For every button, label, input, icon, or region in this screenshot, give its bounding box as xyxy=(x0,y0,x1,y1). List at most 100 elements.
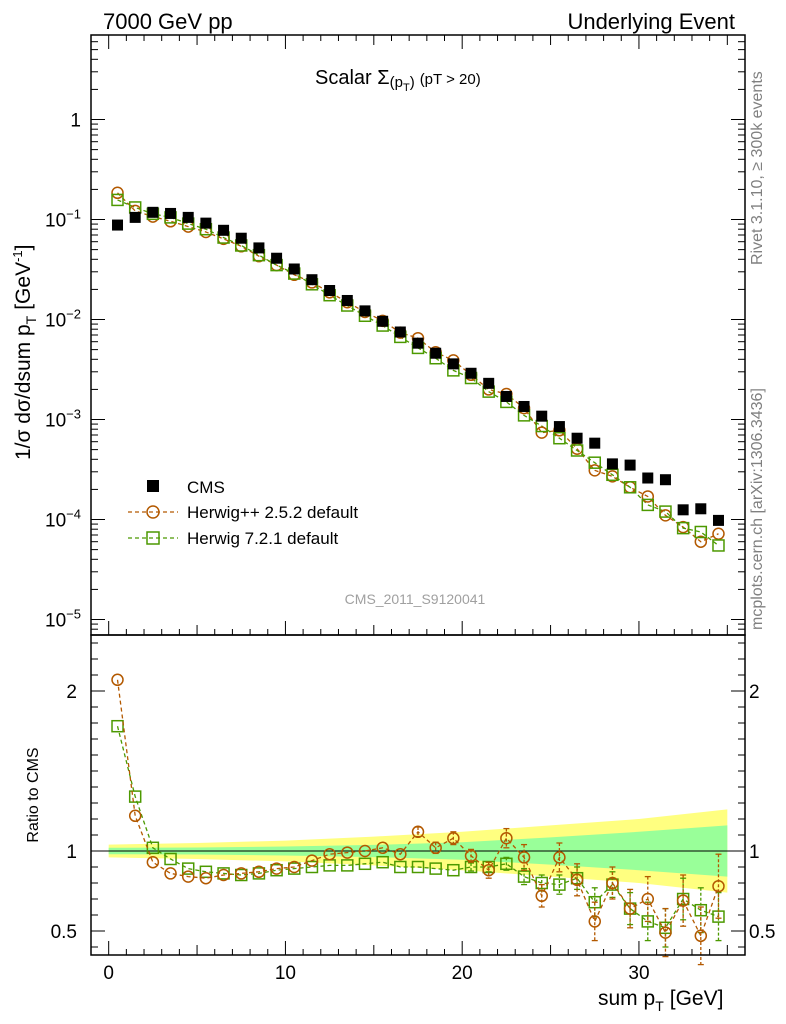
herwigpp-ratio-point xyxy=(641,892,655,906)
herwigpp-ratio-point xyxy=(128,809,142,823)
cms-point xyxy=(695,503,707,515)
main-ytick-label: 10−2 xyxy=(45,307,81,332)
cms-point xyxy=(218,224,230,236)
header-right: Underlying Event xyxy=(567,9,735,34)
herwigpp-ratio-point xyxy=(181,870,195,883)
ratio-xtick-label: 0 xyxy=(103,963,114,984)
cms-point xyxy=(359,305,371,317)
legend-label-cms: CMS xyxy=(187,478,225,497)
ratio-ytick-label-right: 0.5 xyxy=(749,922,775,943)
herwigpp-ratio-point xyxy=(270,862,283,875)
mcplots-label: mcplots.cern.ch [arXiv:1306.3436] xyxy=(749,388,766,630)
rivet-label: Rivet 3.1.10, ≥ 300k events xyxy=(749,71,766,265)
herwigpp-ratio-point xyxy=(411,825,425,839)
herwigpp-ratio-point xyxy=(199,871,213,885)
herwigpp-ratio-point xyxy=(694,929,708,943)
main-ytick-label: 10−3 xyxy=(45,407,81,432)
main-ylabel-close: ] xyxy=(12,245,35,251)
herwigpp-ratio-point xyxy=(659,926,672,939)
main-ylabel-sub: T xyxy=(23,315,39,324)
main-ytick-label: 10−4 xyxy=(45,507,81,532)
herwigpp-ratio-point xyxy=(394,847,407,861)
cms-point xyxy=(271,252,283,264)
main-ylabel: 1/σ dσ/dsum pT [GeV-1] xyxy=(10,245,39,460)
herwigpp-ratio-point xyxy=(252,865,266,879)
cms-point xyxy=(589,437,601,449)
title-main: Scalar Σ xyxy=(315,67,390,89)
main-title: Scalar Σ(pT) (pT > 20) xyxy=(315,67,481,94)
herwigpp-ratio-point xyxy=(676,894,690,907)
cms-point xyxy=(165,207,177,219)
ratio-xlabel: sum pT [GeV] xyxy=(598,987,723,1014)
herwigpp-ratio-point xyxy=(712,879,725,893)
cms-point xyxy=(129,211,141,223)
herwig7-point xyxy=(641,498,655,512)
herwig7-point xyxy=(588,456,602,469)
herwigpp-ratio-point xyxy=(358,844,372,858)
cms-point xyxy=(235,232,247,244)
herwig7-ratio-point xyxy=(517,870,531,883)
herwigpp-ratio-line xyxy=(116,679,720,938)
herwig7-ratio-point xyxy=(305,860,319,874)
herwig7-ratio-point xyxy=(394,860,407,874)
herwig7-ratio-point xyxy=(376,855,389,869)
legend: CMS Herwig++ 2.5.2 default Herwig 7.2.1 … xyxy=(128,478,358,548)
cms-point xyxy=(430,347,442,359)
cms-point xyxy=(659,474,671,486)
cms-point xyxy=(642,472,654,484)
ratio-uncertainty-band xyxy=(91,809,745,893)
cms-point xyxy=(412,337,424,349)
cms-point xyxy=(465,367,477,379)
herwigpp-point xyxy=(535,426,548,439)
main-ytick-label: 1 xyxy=(70,111,81,132)
herwig7-point xyxy=(111,193,124,207)
cms-point xyxy=(677,504,689,516)
herwigpp-ratio-point xyxy=(217,868,230,882)
main-ytick-label: 10−5 xyxy=(45,607,81,632)
legend-marker-herwigpp xyxy=(146,505,160,519)
legend-marker-herwig7 xyxy=(146,531,160,545)
main-data-series xyxy=(111,186,725,552)
herwigpp-ratio-point xyxy=(464,849,478,863)
cms-point xyxy=(377,315,389,327)
herwigpp-ratio-point xyxy=(111,673,124,687)
cms-point xyxy=(447,358,459,370)
ratio-xtick-label: 10 xyxy=(275,963,296,984)
main-ylabel-unit: [GeV xyxy=(12,262,35,310)
herwig7-ratio-point xyxy=(553,878,566,891)
herwig7-ratio-point xyxy=(164,852,177,866)
legend-marker-cms xyxy=(147,480,159,492)
herwigpp-ratio-point xyxy=(623,902,637,915)
cms-point xyxy=(553,421,565,433)
cms-point xyxy=(712,514,724,526)
cms-point xyxy=(500,390,512,402)
ratio-xlabel-unit: [GeV] xyxy=(670,987,724,1010)
herwig7-ratio-point xyxy=(429,862,442,875)
herwigpp-point xyxy=(694,535,708,548)
ratio-data-series xyxy=(111,673,725,966)
ratio-xtick-label: 20 xyxy=(452,963,473,984)
herwigpp-ratio-point xyxy=(305,854,319,867)
analysis-tag: CMS_2011_S9120041 xyxy=(345,591,486,607)
cms-point xyxy=(253,242,265,254)
herwigpp-ratio-point xyxy=(517,851,531,864)
ratio-ytick-label-right: 1 xyxy=(749,842,760,863)
herwig7-point xyxy=(570,444,584,457)
ratio-xtick-label: 30 xyxy=(628,963,649,984)
main-ylabel-exp: -1 xyxy=(10,250,25,262)
herwigpp-point xyxy=(111,186,124,200)
title-close: ) xyxy=(410,74,415,91)
herwigpp-ratio-point xyxy=(376,841,389,855)
cms-point xyxy=(112,219,124,231)
main-ylabel-text: 1/σ dσ/dsum p xyxy=(12,324,35,460)
herwigpp-ratio-point xyxy=(553,851,566,864)
herwigpp-point xyxy=(588,464,602,477)
cms-point xyxy=(394,326,406,338)
herwigpp-ratio-point xyxy=(146,855,160,869)
herwigpp-ratio-point xyxy=(535,889,548,903)
ratio-axis-ticks: 2 2 1 1 0.5 0.5 0 10 20 30 xyxy=(51,642,775,984)
cms-point xyxy=(536,410,548,422)
herwig7-ratio-point xyxy=(659,921,672,935)
herwig7-ratio-point xyxy=(111,719,124,733)
